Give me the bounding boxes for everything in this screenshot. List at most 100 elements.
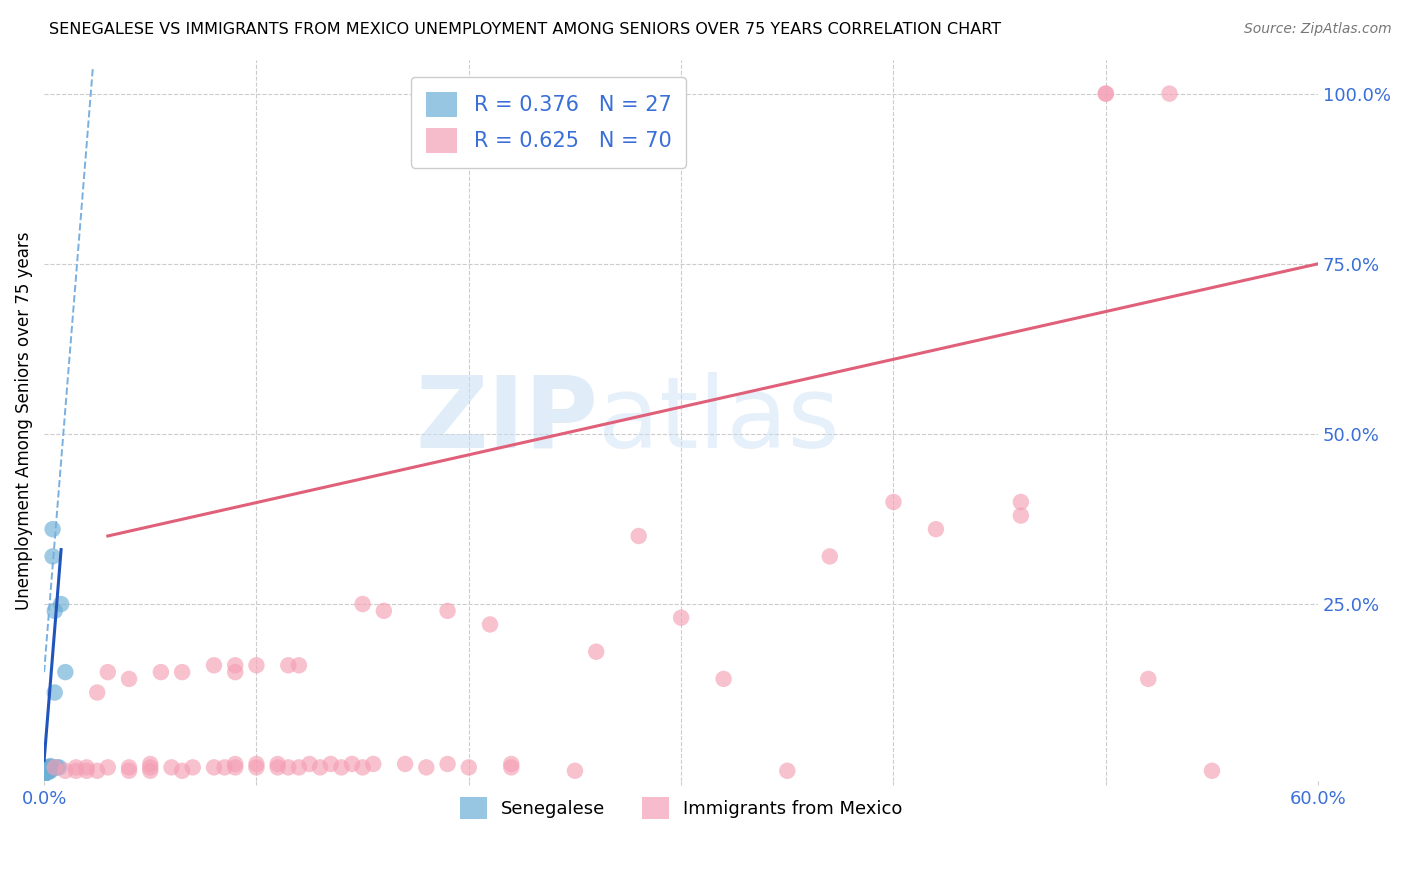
Point: [224, 760, 246, 774]
Point: [32, 764, 55, 778]
Point: [309, 760, 332, 774]
Point: [39, 759, 62, 773]
Point: [479, 617, 502, 632]
Point: [118, 760, 141, 774]
Point: [97, 760, 120, 774]
Point: [45, 760, 67, 774]
Point: [224, 665, 246, 679]
Text: ZIP: ZIP: [415, 372, 599, 469]
Point: [564, 764, 586, 778]
Point: [501, 760, 523, 774]
Point: [32, 765, 55, 780]
Point: [39, 763, 62, 777]
Point: [882, 495, 904, 509]
Point: [352, 597, 374, 611]
Point: [39, 764, 62, 778]
Point: [245, 760, 267, 774]
Point: [415, 760, 437, 774]
Point: [245, 658, 267, 673]
Point: [86, 685, 108, 699]
Point: [266, 756, 288, 771]
Point: [32, 763, 55, 777]
Point: [44, 604, 66, 618]
Point: [340, 756, 363, 771]
Point: [49, 597, 72, 611]
Text: atlas: atlas: [599, 372, 839, 469]
Point: [245, 756, 267, 771]
Point: [44, 685, 66, 699]
Point: [32, 764, 55, 778]
Point: [361, 756, 384, 771]
Point: [352, 760, 374, 774]
Text: SENEGALESE VS IMMIGRANTS FROM MEXICO UNEMPLOYMENT AMONG SENIORS OVER 75 YEARS CO: SENEGALESE VS IMMIGRANTS FROM MEXICO UNE…: [49, 22, 1001, 37]
Point: [585, 645, 607, 659]
Point: [139, 760, 162, 774]
Point: [298, 756, 321, 771]
Point: [48, 760, 70, 774]
Point: [202, 760, 225, 774]
Point: [925, 522, 948, 536]
Point: [501, 756, 523, 771]
Point: [319, 756, 342, 771]
Point: [277, 760, 299, 774]
Point: [32, 763, 55, 777]
Point: [1094, 87, 1116, 101]
Point: [86, 764, 108, 778]
Point: [41, 760, 63, 774]
Point: [214, 760, 236, 774]
Y-axis label: Unemployment Among Seniors over 75 years: Unemployment Among Seniors over 75 years: [15, 231, 32, 609]
Point: [172, 764, 194, 778]
Point: [118, 672, 141, 686]
Point: [1094, 87, 1116, 101]
Point: [394, 756, 416, 771]
Point: [32, 760, 55, 774]
Point: [37, 760, 59, 774]
Point: [97, 665, 120, 679]
Point: [288, 658, 311, 673]
Point: [160, 760, 183, 774]
Point: [76, 760, 98, 774]
Point: [266, 760, 288, 774]
Point: [37, 764, 59, 778]
Point: [118, 764, 141, 778]
Point: [224, 756, 246, 771]
Point: [172, 665, 194, 679]
Point: [1010, 508, 1032, 523]
Point: [436, 756, 458, 771]
Point: [37, 760, 59, 774]
Point: [32, 765, 55, 780]
Point: [202, 658, 225, 673]
Point: [1201, 764, 1223, 778]
Point: [1010, 495, 1032, 509]
Point: [627, 529, 650, 543]
Point: [149, 665, 172, 679]
Point: [436, 604, 458, 618]
Point: [41, 549, 63, 564]
Text: Source: ZipAtlas.com: Source: ZipAtlas.com: [1244, 22, 1392, 37]
Point: [53, 665, 76, 679]
Point: [373, 604, 395, 618]
Point: [330, 760, 353, 774]
Point: [53, 764, 76, 778]
Point: [224, 658, 246, 673]
Point: [181, 760, 204, 774]
Point: [713, 672, 735, 686]
Point: [32, 767, 55, 781]
Point: [818, 549, 841, 564]
Point: [65, 764, 87, 778]
Point: [44, 760, 66, 774]
Point: [65, 760, 87, 774]
Point: [39, 760, 62, 774]
Point: [37, 765, 59, 780]
Point: [288, 760, 311, 774]
Point: [457, 760, 479, 774]
Point: [37, 763, 59, 777]
Point: [1159, 87, 1181, 101]
Point: [277, 658, 299, 673]
Point: [76, 764, 98, 778]
Legend: Senegalese, Immigrants from Mexico: Senegalese, Immigrants from Mexico: [453, 789, 910, 826]
Point: [139, 764, 162, 778]
Point: [669, 610, 692, 624]
Point: [139, 756, 162, 771]
Point: [32, 767, 55, 781]
